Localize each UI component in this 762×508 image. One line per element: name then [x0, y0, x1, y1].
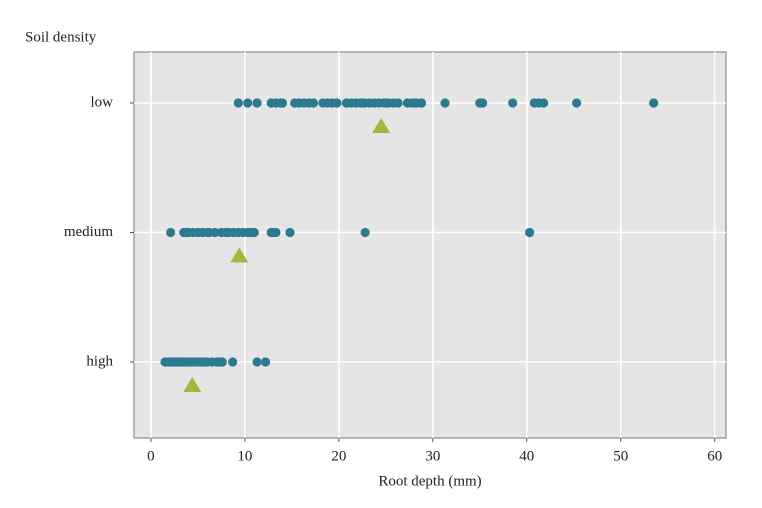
mean-marker	[183, 377, 202, 392]
x-tick-label: 60	[707, 448, 722, 464]
point	[332, 98, 342, 108]
point	[260, 357, 271, 367]
y-axis-title: Soil density	[25, 29, 97, 45]
point	[228, 357, 238, 367]
plot-area	[133, 51, 727, 439]
point	[308, 98, 319, 108]
point	[249, 227, 259, 238]
point	[508, 98, 518, 108]
point	[440, 98, 450, 108]
point	[243, 98, 253, 108]
point	[525, 227, 535, 238]
point	[649, 98, 659, 108]
point	[539, 98, 549, 108]
point	[285, 227, 295, 238]
y-tick-label: low	[91, 94, 114, 110]
point	[252, 98, 262, 108]
point	[271, 227, 281, 238]
point	[416, 98, 427, 108]
point	[393, 98, 403, 108]
point	[233, 98, 243, 108]
mean-marker	[372, 118, 391, 133]
point	[217, 357, 227, 367]
point	[210, 227, 220, 238]
x-tick-label: 50	[613, 448, 628, 464]
point	[166, 227, 176, 238]
x-tick-label: 40	[519, 448, 534, 464]
y-tick-label: medium	[64, 224, 113, 240]
x-tick-label: 10	[237, 448, 252, 464]
point	[360, 227, 370, 238]
point	[277, 98, 288, 108]
x-tick-label: 0	[147, 448, 155, 464]
point	[478, 98, 488, 108]
mean-marker	[230, 247, 249, 263]
x-tick-label: 20	[331, 448, 346, 464]
x-tick-label: 30	[425, 448, 440, 464]
point	[571, 98, 582, 108]
x-axis-label: Root depth (mm)	[378, 473, 481, 489]
point	[252, 357, 262, 367]
y-tick-label: high	[86, 353, 113, 369]
